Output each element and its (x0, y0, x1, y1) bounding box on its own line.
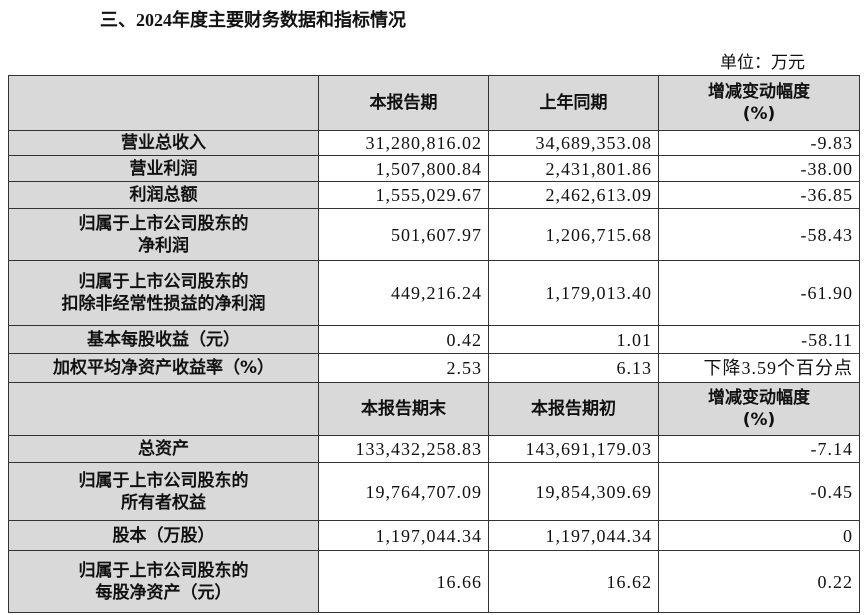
cell-value: 501,607.97 (318, 208, 489, 261)
cell-value: 16.66 (318, 550, 489, 613)
cell-value: 16.62 (488, 550, 659, 613)
table-row: 营业利润 1,507,800.84 2,431,801.86 -38.00 (8, 155, 860, 182)
table-row: 营业总收入 31,280,816.02 34,689,353.08 -9.83 (8, 130, 860, 156)
table-row: 加权平均净资产收益率（%） 2.53 6.13 下降3.59个百分点 (8, 353, 860, 383)
cell-value: 0 (658, 520, 860, 551)
cell-value: 2,431,801.86 (488, 155, 659, 182)
row-label: 营业总收入 (8, 130, 319, 156)
cell-value: 31,280,816.02 (318, 130, 489, 156)
cell-value: 133,432,258.83 (318, 435, 489, 463)
cell-value: -58.11 (658, 325, 860, 354)
column-header: 本报告期末 (318, 382, 489, 436)
column-header: 增减变动幅度 (%) (658, 382, 860, 436)
unit-label: 单位：万元 (720, 53, 805, 72)
cell-value: -58.43 (658, 208, 860, 261)
table-row: 归属于上市公司股东的 扣除非经常性损益的净利润 449,216.24 1,179,0… (8, 260, 860, 326)
column-header: 上年同期 (488, 75, 659, 131)
cell-value: -61.90 (658, 260, 860, 326)
cell-value: 449,216.24 (318, 260, 489, 326)
cell-value: -9.83 (658, 130, 860, 156)
cell-value: 143,691,179.03 (488, 435, 659, 463)
table-row: 归属于上市公司股东的 所有者权益 19,764,707.09 19,854,309.… (8, 462, 860, 521)
row-label: 归属于上市公司股东的 净利润 (8, 208, 319, 261)
row-label: 股本（万股） (8, 520, 319, 551)
cell-value: 2.53 (318, 353, 489, 383)
column-header: 本报告期 (318, 75, 489, 131)
column-header: 本报告期初 (488, 382, 659, 436)
cell-value: -0.45 (658, 462, 860, 521)
table-row: 利润总额 1,555,029.67 2,462,613.09 -36.85 (8, 181, 860, 209)
header-row: 本报告期 上年同期 增减变动幅度 (%) (8, 75, 860, 131)
row-label: 归属于上市公司股东的 每股净资产（元） (8, 550, 319, 613)
cell-value: 1,555,029.67 (318, 181, 489, 209)
table-row: 总资产 133,432,258.83 143,691,179.03 -7.14 (8, 435, 860, 463)
section-title: 三、2024年度主要财务数据和指标情况 (100, 10, 406, 30)
row-label: 营业利润 (8, 155, 319, 182)
cell-value: 1.01 (488, 325, 659, 354)
cell-value: 1,507,800.84 (318, 155, 489, 182)
cell-value: 1,206,715.68 (488, 208, 659, 261)
column-header (8, 75, 319, 131)
cell-value: 0.22 (658, 550, 860, 613)
financial-data-table: 本报告期 上年同期 增减变动幅度 (%) 营业总收入 31,280,816.02 34,6… (8, 75, 860, 613)
cell-value: 下降3.59个百分点 (658, 353, 860, 383)
row-label: 归属于上市公司股东的 扣除非经常性损益的净利润 (8, 260, 319, 326)
cell-value: 1,179,013.40 (488, 260, 659, 326)
header-row: 本报告期末 本报告期初 增减变动幅度 (%) (8, 382, 860, 436)
cell-value: 34,689,353.08 (488, 130, 659, 156)
cell-value: 19,764,707.09 (318, 462, 489, 521)
cell-value: 0.42 (318, 325, 489, 354)
table-row: 归属于上市公司股东的 净利润 501,607.97 1,206,715.68 -58.… (8, 208, 860, 261)
cell-value: 1,197,044.34 (488, 520, 659, 551)
row-label: 基本每股收益（元） (8, 325, 319, 354)
cell-value: -7.14 (658, 435, 860, 463)
cell-value: 19,854,309.69 (488, 462, 659, 521)
column-header: 增减变动幅度 (%) (658, 75, 860, 131)
cell-value: 1,197,044.34 (318, 520, 489, 551)
cell-value: 2,462,613.09 (488, 181, 659, 209)
column-header (8, 382, 319, 436)
cell-value: -38.00 (658, 155, 860, 182)
row-label: 归属于上市公司股东的 所有者权益 (8, 462, 319, 521)
cell-value: -36.85 (658, 181, 860, 209)
row-label: 加权平均净资产收益率（%） (8, 353, 319, 383)
table-row: 归属于上市公司股东的 每股净资产（元） 16.66 16.62 0.22 (8, 550, 860, 613)
table-row: 基本每股收益（元） 0.42 1.01 -58.11 (8, 325, 860, 354)
row-label: 总资产 (8, 435, 319, 463)
table-row: 股本（万股） 1,197,044.34 1,197,044.34 0 (8, 520, 860, 551)
row-label: 利润总额 (8, 181, 319, 209)
cell-value: 6.13 (488, 353, 659, 383)
